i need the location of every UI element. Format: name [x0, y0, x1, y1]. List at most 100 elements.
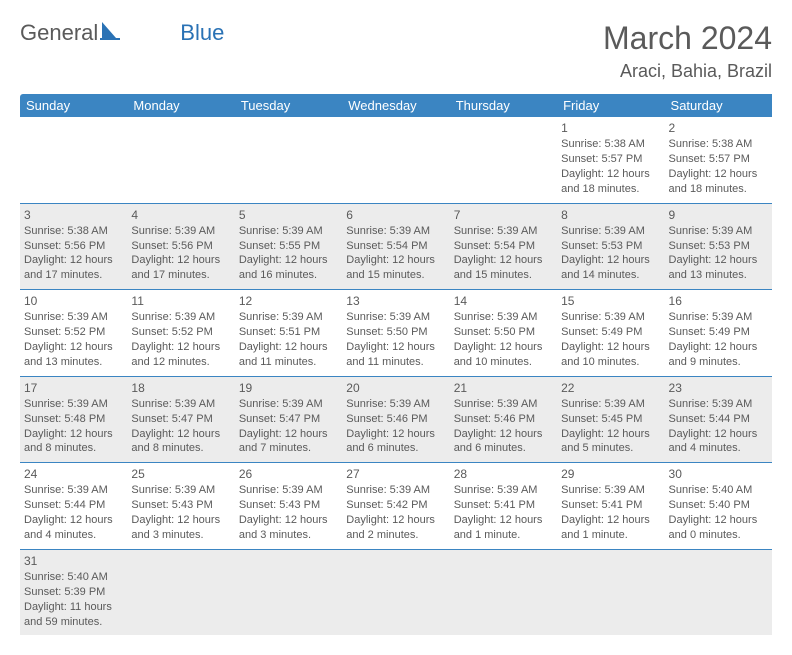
- calendar-cell: [127, 549, 234, 635]
- sunrise-text: Sunrise: 5:38 AM: [669, 137, 768, 152]
- logo-text-2: Blue: [180, 20, 224, 46]
- sunset-text: Sunset: 5:40 PM: [669, 498, 768, 513]
- day-header-row: Sunday Monday Tuesday Wednesday Thursday…: [20, 94, 772, 117]
- day-number: 5: [239, 207, 338, 223]
- daylight-text: Daylight: 12 hours and 10 minutes.: [454, 340, 553, 370]
- calendar-cell: [450, 549, 557, 635]
- day-number: 12: [239, 293, 338, 309]
- calendar-row: 1Sunrise: 5:38 AMSunset: 5:57 PMDaylight…: [20, 117, 772, 203]
- sunset-text: Sunset: 5:50 PM: [454, 325, 553, 340]
- day-number: 18: [131, 380, 230, 396]
- location-label: Araci, Bahia, Brazil: [603, 61, 772, 82]
- sunrise-text: Sunrise: 5:39 AM: [561, 310, 660, 325]
- day-number: 21: [454, 380, 553, 396]
- daylight-text: Daylight: 12 hours and 1 minute.: [561, 513, 660, 543]
- sunset-text: Sunset: 5:47 PM: [239, 412, 338, 427]
- sunset-text: Sunset: 5:44 PM: [24, 498, 123, 513]
- daylight-text: Daylight: 12 hours and 15 minutes.: [346, 253, 445, 283]
- calendar-cell: 16Sunrise: 5:39 AMSunset: 5:49 PMDayligh…: [665, 290, 772, 377]
- daylight-text: Daylight: 12 hours and 14 minutes.: [561, 253, 660, 283]
- sunrise-text: Sunrise: 5:39 AM: [131, 224, 230, 239]
- calendar-cell: 12Sunrise: 5:39 AMSunset: 5:51 PMDayligh…: [235, 290, 342, 377]
- day-number: 16: [669, 293, 768, 309]
- sunset-text: Sunset: 5:55 PM: [239, 239, 338, 254]
- day-number: 19: [239, 380, 338, 396]
- daylight-text: Daylight: 12 hours and 16 minutes.: [239, 253, 338, 283]
- calendar-cell: 9Sunrise: 5:39 AMSunset: 5:53 PMDaylight…: [665, 203, 772, 290]
- calendar-cell: 21Sunrise: 5:39 AMSunset: 5:46 PMDayligh…: [450, 376, 557, 463]
- sunset-text: Sunset: 5:49 PM: [561, 325, 660, 340]
- daylight-text: Daylight: 12 hours and 17 minutes.: [24, 253, 123, 283]
- sunrise-text: Sunrise: 5:39 AM: [24, 483, 123, 498]
- daylight-text: Daylight: 12 hours and 1 minute.: [454, 513, 553, 543]
- sunset-text: Sunset: 5:53 PM: [669, 239, 768, 254]
- sunrise-text: Sunrise: 5:39 AM: [24, 310, 123, 325]
- day-number: 29: [561, 466, 660, 482]
- sunset-text: Sunset: 5:46 PM: [454, 412, 553, 427]
- daylight-text: Daylight: 11 hours and 59 minutes.: [24, 600, 123, 630]
- calendar-cell: [450, 117, 557, 203]
- sunrise-text: Sunrise: 5:40 AM: [669, 483, 768, 498]
- day-number: 4: [131, 207, 230, 223]
- sunrise-text: Sunrise: 5:39 AM: [454, 310, 553, 325]
- day-number: 3: [24, 207, 123, 223]
- calendar-cell: 5Sunrise: 5:39 AMSunset: 5:55 PMDaylight…: [235, 203, 342, 290]
- day-header-sun: Sunday: [20, 94, 127, 117]
- sunset-text: Sunset: 5:41 PM: [454, 498, 553, 513]
- sunrise-text: Sunrise: 5:39 AM: [669, 397, 768, 412]
- daylight-text: Daylight: 12 hours and 5 minutes.: [561, 427, 660, 457]
- day-number: 6: [346, 207, 445, 223]
- daylight-text: Daylight: 12 hours and 18 minutes.: [561, 167, 660, 197]
- sunrise-text: Sunrise: 5:39 AM: [239, 397, 338, 412]
- daylight-text: Daylight: 12 hours and 4 minutes.: [669, 427, 768, 457]
- daylight-text: Daylight: 12 hours and 0 minutes.: [669, 513, 768, 543]
- daylight-text: Daylight: 12 hours and 9 minutes.: [669, 340, 768, 370]
- sunrise-text: Sunrise: 5:40 AM: [24, 570, 123, 585]
- calendar-cell: 17Sunrise: 5:39 AMSunset: 5:48 PMDayligh…: [20, 376, 127, 463]
- day-number: 25: [131, 466, 230, 482]
- day-number: 27: [346, 466, 445, 482]
- sunrise-text: Sunrise: 5:39 AM: [131, 310, 230, 325]
- calendar-row: 17Sunrise: 5:39 AMSunset: 5:48 PMDayligh…: [20, 376, 772, 463]
- daylight-text: Daylight: 12 hours and 10 minutes.: [561, 340, 660, 370]
- day-header-sat: Saturday: [665, 94, 772, 117]
- calendar-cell: 29Sunrise: 5:39 AMSunset: 5:41 PMDayligh…: [557, 463, 664, 550]
- calendar-cell: 22Sunrise: 5:39 AMSunset: 5:45 PMDayligh…: [557, 376, 664, 463]
- calendar-cell: 11Sunrise: 5:39 AMSunset: 5:52 PMDayligh…: [127, 290, 234, 377]
- day-number: 11: [131, 293, 230, 309]
- sunrise-text: Sunrise: 5:39 AM: [561, 483, 660, 498]
- day-header-tue: Tuesday: [235, 94, 342, 117]
- day-number: 13: [346, 293, 445, 309]
- calendar-cell: 15Sunrise: 5:39 AMSunset: 5:49 PMDayligh…: [557, 290, 664, 377]
- header: General Blue March 2024 Araci, Bahia, Br…: [20, 20, 772, 82]
- sunrise-text: Sunrise: 5:39 AM: [561, 224, 660, 239]
- calendar-cell: 30Sunrise: 5:40 AMSunset: 5:40 PMDayligh…: [665, 463, 772, 550]
- calendar-cell: 8Sunrise: 5:39 AMSunset: 5:53 PMDaylight…: [557, 203, 664, 290]
- sunset-text: Sunset: 5:39 PM: [24, 585, 123, 600]
- sunrise-text: Sunrise: 5:38 AM: [24, 224, 123, 239]
- daylight-text: Daylight: 12 hours and 15 minutes.: [454, 253, 553, 283]
- calendar-cell: [557, 549, 664, 635]
- calendar-cell: 19Sunrise: 5:39 AMSunset: 5:47 PMDayligh…: [235, 376, 342, 463]
- daylight-text: Daylight: 12 hours and 2 minutes.: [346, 513, 445, 543]
- sunset-text: Sunset: 5:48 PM: [24, 412, 123, 427]
- day-number: 30: [669, 466, 768, 482]
- calendar-cell: [235, 117, 342, 203]
- day-header-mon: Monday: [127, 94, 234, 117]
- day-number: 24: [24, 466, 123, 482]
- sunrise-text: Sunrise: 5:39 AM: [669, 224, 768, 239]
- sunset-text: Sunset: 5:45 PM: [561, 412, 660, 427]
- day-number: 28: [454, 466, 553, 482]
- daylight-text: Daylight: 12 hours and 12 minutes.: [131, 340, 230, 370]
- calendar-cell: 20Sunrise: 5:39 AMSunset: 5:46 PMDayligh…: [342, 376, 449, 463]
- sunset-text: Sunset: 5:47 PM: [131, 412, 230, 427]
- day-number: 2: [669, 120, 768, 136]
- daylight-text: Daylight: 12 hours and 3 minutes.: [239, 513, 338, 543]
- sunrise-text: Sunrise: 5:39 AM: [239, 224, 338, 239]
- sail-icon: [100, 20, 122, 46]
- calendar-cell: [235, 549, 342, 635]
- sunset-text: Sunset: 5:43 PM: [131, 498, 230, 513]
- calendar-cell: 2Sunrise: 5:38 AMSunset: 5:57 PMDaylight…: [665, 117, 772, 203]
- page-title: March 2024: [603, 20, 772, 57]
- day-number: 20: [346, 380, 445, 396]
